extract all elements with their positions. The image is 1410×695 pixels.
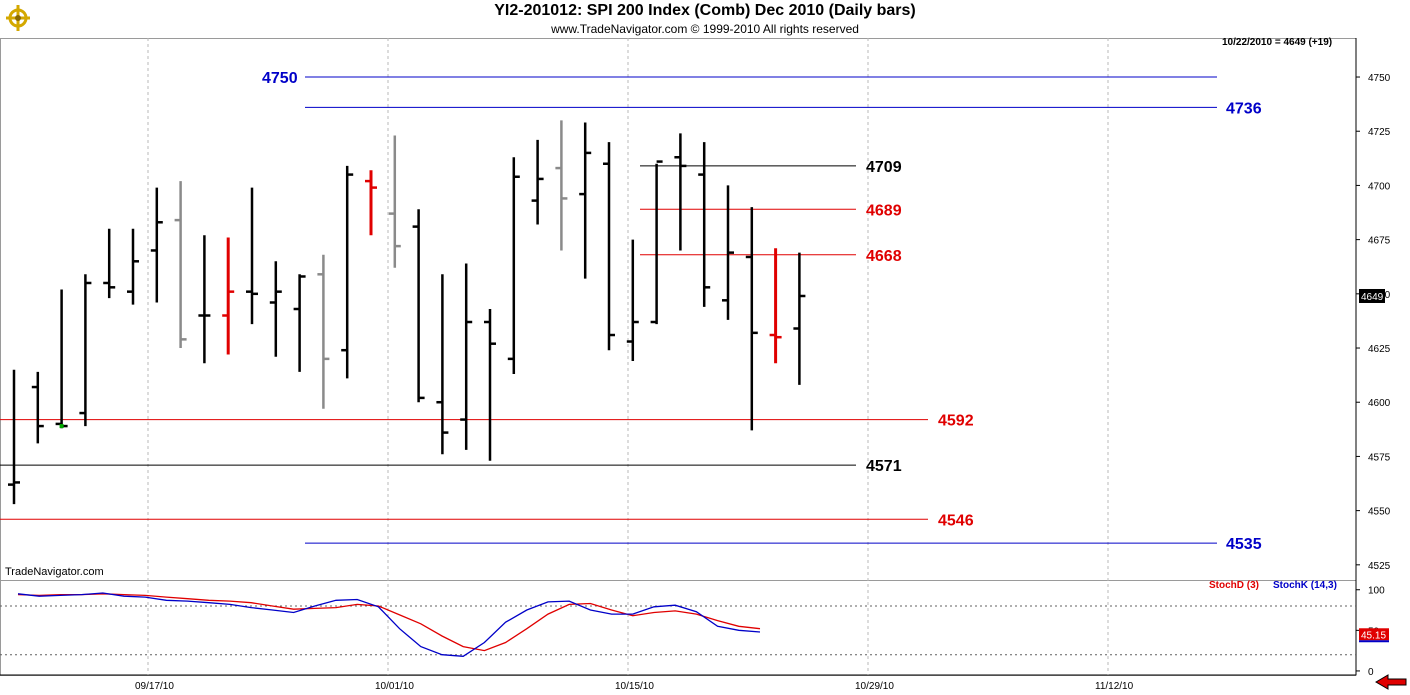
y-tick-label: 4675	[1368, 236, 1391, 247]
stoch-last-box	[1359, 628, 1389, 641]
x-tick-label: 10/15/10	[615, 681, 654, 692]
y-tick-label: 4550	[1368, 507, 1391, 518]
level-label: 4571	[866, 458, 902, 475]
level-label: 4750	[262, 70, 298, 87]
price-readout: 10/22/2010 = 4649 (+19)	[1222, 37, 1333, 48]
x-tick-label: 10/29/10	[855, 681, 894, 692]
legend-stoch-k: StochK (14,3)	[1273, 580, 1337, 591]
back-arrow-icon[interactable]	[1374, 674, 1408, 690]
brand-label: TradeNavigator.com	[5, 566, 104, 578]
x-tick-label: 09/17/10	[135, 681, 174, 692]
legend-stoch-d: StochD (3)	[1209, 580, 1259, 591]
y-tick-label: 4725	[1368, 127, 1391, 138]
y-tick-label: 4575	[1368, 452, 1391, 463]
level-label: 4546	[938, 512, 974, 529]
level-label: 4689	[866, 202, 902, 219]
last-price-box	[1359, 288, 1385, 303]
x-tick-label: 10/01/10	[375, 681, 414, 692]
stoch-last-label: 45.15	[1361, 630, 1386, 641]
signal-marker	[59, 424, 64, 429]
y-tick-label: 4700	[1368, 181, 1391, 192]
y-tick-label: 4750	[1368, 73, 1391, 84]
stoch-d-line	[17, 593, 761, 652]
chart-title: YI2-201012: SPI 200 Index (Comb) Dec 201…	[494, 2, 916, 19]
level-label: 4592	[938, 413, 974, 430]
stoch-panel-frame	[0, 580, 1357, 676]
y-tick-label: 4600	[1368, 398, 1391, 409]
level-label: 4668	[866, 248, 902, 265]
ship-wheel-icon[interactable]	[3, 2, 33, 32]
chart-subtitle: www.TradeNavigator.com © 1999-2010 All r…	[551, 22, 859, 36]
stoch-y-tick-label: 100	[1368, 586, 1385, 597]
level-label: 4736	[1226, 100, 1262, 117]
x-tick-label: 11/12/10	[1095, 681, 1134, 692]
stoch-y-tick-label: 0	[1368, 667, 1374, 678]
level-label: 4535	[1226, 536, 1262, 553]
y-tick-label: 4625	[1368, 344, 1391, 355]
level-label: 4709	[866, 159, 902, 176]
last-price-label: 4649	[1361, 292, 1384, 303]
y-tick-label: 4525	[1368, 561, 1391, 572]
stoch-k-line	[17, 592, 761, 657]
